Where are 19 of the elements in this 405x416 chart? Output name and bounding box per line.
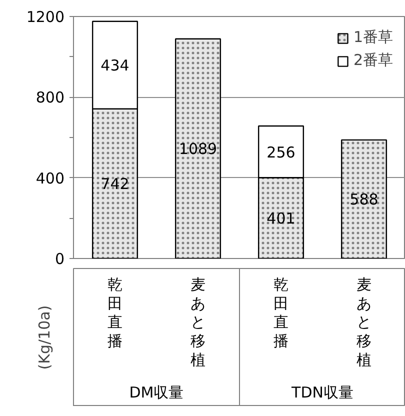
x-tick-label: 麦あと移植 — [356, 275, 372, 369]
y-tick-label: 0 — [54, 250, 65, 268]
y-axis-title: (Kg/10a) — [36, 305, 54, 370]
x-tick-label: 乾田直播 — [108, 275, 122, 350]
data-label: 1089 — [178, 140, 218, 158]
x-tick-label: 乾田直播 — [274, 275, 288, 350]
data-label: 742 — [100, 175, 130, 194]
data-label: 588 — [350, 190, 378, 209]
x-tick-label: 麦あと移植 — [190, 275, 206, 369]
text: DM収量 — [129, 384, 184, 402]
legend-label: 1番草 — [353, 28, 393, 47]
legend-label: 2番草 — [353, 51, 393, 70]
text: TDN収量 — [290, 384, 354, 402]
y-tick-label: 400 — [36, 169, 65, 188]
y-tick-label: 1200 — [26, 8, 65, 26]
data-label: 256 — [266, 143, 296, 162]
data-label: 401 — [266, 210, 296, 228]
data-label: 434 — [100, 56, 130, 75]
y-tick-label: 800 — [36, 88, 65, 107]
